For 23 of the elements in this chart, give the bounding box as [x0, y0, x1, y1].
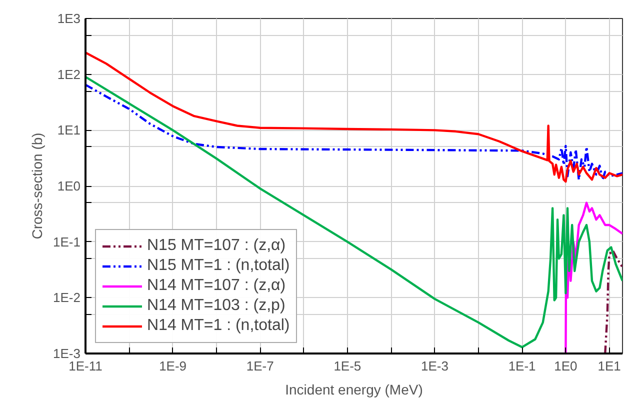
legend-label: N15 MT=107 : (z,α) — [147, 237, 286, 255]
x-tick-label: 1E1 — [598, 358, 621, 374]
y-tick-label: 1E-2 — [53, 290, 81, 306]
x-tick-label: 1E-11 — [68, 358, 102, 374]
legend-label: N14 MT=103 : (z,p) — [147, 297, 286, 315]
y-tick-label: 1E2 — [57, 66, 81, 82]
y-tick-label: 1E3 — [57, 11, 81, 26]
line-series — [604, 249, 622, 354]
x-tick-label: 1E-5 — [334, 358, 362, 374]
x-axis-title: Incident energy (MeV) — [285, 382, 423, 398]
x-tick-label: 1E-1 — [508, 358, 536, 374]
y-axis-title: Cross-section (b) — [29, 132, 46, 240]
y-tick-label: 1E-1 — [53, 234, 81, 250]
x-tick-label: 1E-3 — [421, 358, 448, 374]
x-tick-label: 1E-9 — [159, 358, 187, 374]
y-tick-label: 1E-3 — [53, 346, 81, 361]
legend-label: N15 MT=1 : (n,total) — [147, 257, 290, 275]
x-tick-label: 1E0 — [554, 358, 578, 374]
legend-label: N14 MT=1 : (n,total) — [147, 317, 290, 335]
x-tick-label: 1E-7 — [246, 358, 274, 374]
y-tick-label: 1E0 — [57, 178, 81, 194]
y-tick-label: 1E1 — [57, 122, 81, 138]
legend-label: N14 MT=107 : (z,α) — [147, 277, 286, 295]
